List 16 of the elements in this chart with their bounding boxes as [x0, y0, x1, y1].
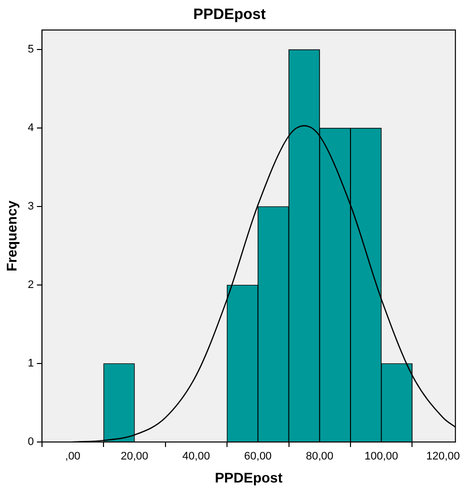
y-axis-title: Frequency [3, 200, 20, 272]
y-tick-label: 3 [28, 200, 34, 213]
x-tick-label: 100,00 [364, 450, 398, 463]
x-tick-label: 60,00 [244, 450, 272, 463]
y-tick-label: 4 [28, 122, 34, 134]
y-tick-label: 0 [28, 436, 34, 448]
y-tick-label: 1 [28, 358, 34, 370]
y-tick-label: 5 [28, 44, 34, 56]
x-axis-title: PPDEpost [214, 469, 283, 486]
x-tick-label: ,00 [65, 450, 80, 463]
x-tick-label: 20,00 [120, 450, 148, 463]
y-tick-label: 2 [28, 279, 34, 292]
x-tick-label: 80,00 [306, 450, 334, 463]
x-tick-label: 40,00 [182, 450, 210, 463]
x-tick-label: 120,00 [426, 450, 460, 463]
chart-title: PPDEpost [193, 6, 266, 24]
